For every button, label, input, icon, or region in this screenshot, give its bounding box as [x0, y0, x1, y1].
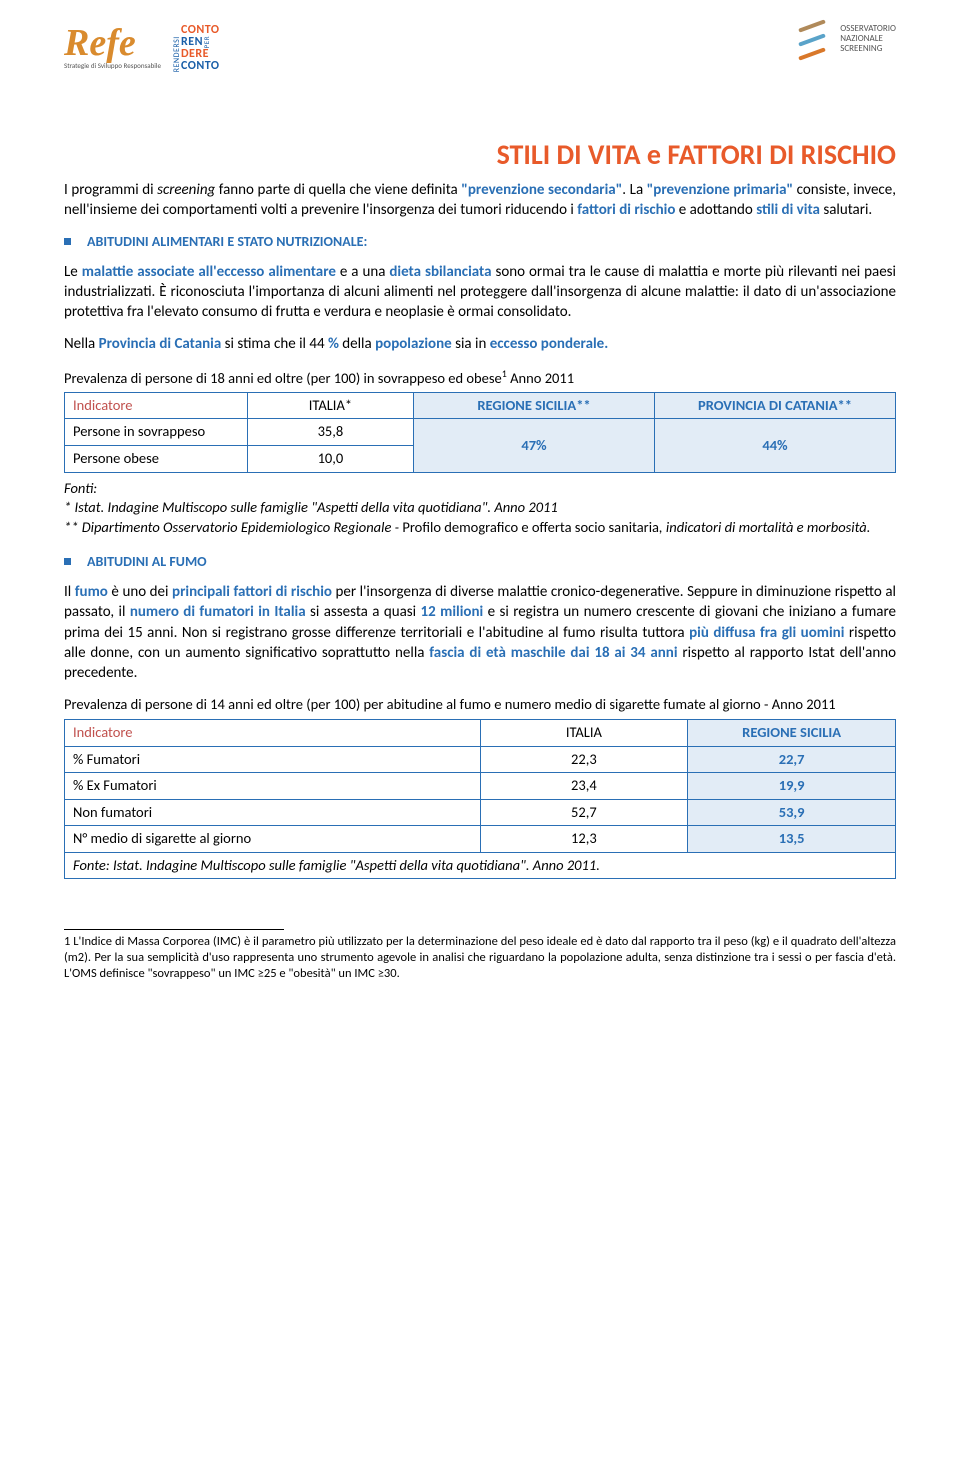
- province-value: 44%: [654, 419, 895, 472]
- bullet-icon: [64, 558, 71, 565]
- nutrition-paragraph: Le malattie associate all'eccesso alimen…: [64, 262, 896, 323]
- table-row: Non fumatori 52,7 53,9: [65, 799, 896, 826]
- table1-caption: Prevalenza di persone di 18 anni ed oltr…: [64, 367, 896, 388]
- smoking-paragraph: Il fumo è uno dei principali fattori di …: [64, 582, 896, 683]
- footnote-separator: [64, 929, 284, 930]
- table-row: % Fumatori 22,3 22,7: [65, 746, 896, 773]
- ons-slash-icon: [792, 20, 832, 64]
- refe-subtitle: Strategie di Sviluppo Responsabile: [64, 61, 161, 70]
- refe-logo: Refe Strategie di Sviluppo Responsabile: [64, 26, 161, 71]
- header-logos: Refe Strategie di Sviluppo Responsabile …: [64, 20, 896, 76]
- intro-paragraph: I programmi di screening fanno parte di …: [64, 180, 896, 221]
- region-value: 47%: [414, 419, 655, 472]
- bullet-icon: [64, 238, 71, 245]
- table-header-row: Indicatore ITALIA* REGIONE SICILIA** PRO…: [65, 392, 896, 419]
- footnote-text: 1 L'Indice di Massa Corporea (IMC) è il …: [64, 934, 896, 981]
- col-italia: ITALIA*: [247, 392, 413, 419]
- section-bullet-smoking: ABITUDINI AL FUMO: [64, 553, 896, 572]
- refe-text: Refe: [64, 22, 136, 64]
- bullet-label-2: ABITUDINI AL FUMO: [87, 553, 207, 572]
- bullet-label-1: ABITUDINI ALIMENTARI E STATO NUTRIZIONAL…: [87, 233, 367, 252]
- section-bullet-nutrition: ABITUDINI ALIMENTARI E STATO NUTRIZIONAL…: [64, 233, 896, 252]
- table2-caption: Prevalenza di persone di 14 anni ed oltr…: [64, 695, 896, 715]
- rendere-vert: RENDERSI: [173, 24, 181, 72]
- left-logos: Refe Strategie di Sviluppo Responsabile …: [64, 20, 224, 76]
- table-overweight: Indicatore ITALIA* REGIONE SICILIA** PRO…: [64, 392, 896, 473]
- table-smoking: Indicatore ITALIA REGIONE SICILIA % Fuma…: [64, 719, 896, 879]
- catania-paragraph: Nella Provincia di Catania si stima che …: [64, 334, 896, 354]
- page-title: STILI DI VITA e FATTORI DI RISCHIO: [64, 136, 896, 174]
- table-source-row: Fonte: Istat. Indagine Multiscopo sulle …: [65, 852, 896, 879]
- col-indicatore: Indicatore: [65, 392, 248, 419]
- table-row: N° medio di sigarette al giorno 12,3 13,…: [65, 826, 896, 853]
- col-provincia: PROVINCIA DI CATANIA**: [654, 392, 895, 419]
- right-logo: OSSERVATORIO NAZIONALE SCREENING: [792, 20, 896, 64]
- table-row: Persone in sovrappeso 35,8 47% 44%: [65, 419, 896, 446]
- rendere-logo: RENDERSI CONTO RENPER DERE CONTO: [169, 20, 224, 76]
- table-header-row: Indicatore ITALIA REGIONE SICILIA: [65, 720, 896, 747]
- table1-sources: Fonti: * Istat. Indagine Multiscopo sull…: [64, 479, 896, 538]
- col-regione: REGIONE SICILIA**: [414, 392, 655, 419]
- table-row: % Ex Fumatori 23,4 19,9: [65, 773, 896, 800]
- ons-text: OSSERVATORIO NAZIONALE SCREENING: [840, 20, 896, 54]
